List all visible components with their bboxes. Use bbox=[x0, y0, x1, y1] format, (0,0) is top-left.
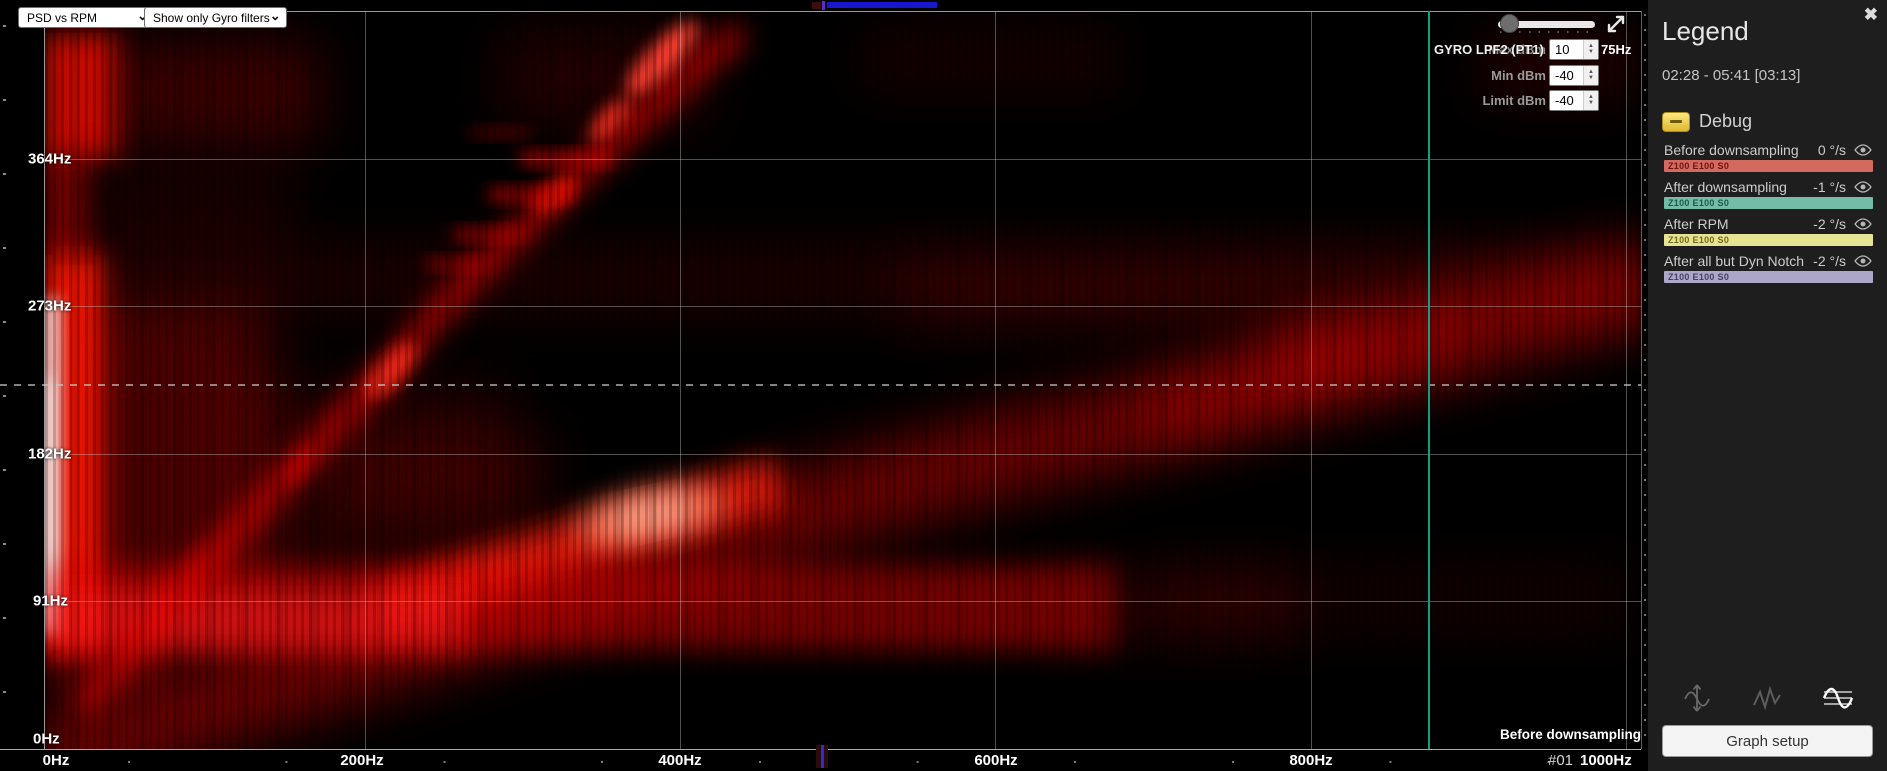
zoom-slider-track[interactable] bbox=[1498, 21, 1595, 28]
spinner-buttons[interactable]: ▲ ▼ bbox=[1583, 40, 1598, 59]
close-icon[interactable]: ✖ bbox=[1863, 5, 1878, 24]
top-seekbar-window[interactable] bbox=[827, 2, 937, 8]
debug-group-label: Debug bbox=[1699, 111, 1753, 131]
series-settings-bar[interactable]: Z100 E100 S0 bbox=[1664, 160, 1873, 172]
gyro-lpf2-label: GYRO LPF2 (PT1) bbox=[1434, 42, 1544, 57]
max-dbm-input[interactable]: 10 ▲ ▼ bbox=[1549, 39, 1599, 60]
y-tick-0hz: 0Hz bbox=[33, 730, 60, 748]
zoom-slider-ticks bbox=[1500, 31, 1592, 33]
legend-series-list: Before downsampling 0 °/s Z100 E100 S0 A… bbox=[1664, 142, 1873, 283]
eye-icon[interactable] bbox=[1853, 217, 1873, 231]
legend-series-item: After downsampling -1 °/s Z100 E100 S0 bbox=[1664, 179, 1873, 209]
x-axis-minor-ticks bbox=[128, 761, 1588, 763]
series-label[interactable]: After RPM bbox=[1664, 216, 1729, 232]
x-tick-800hz: 800Hz bbox=[1289, 752, 1333, 769]
series-label[interactable]: After downsampling bbox=[1664, 179, 1787, 195]
eye-icon[interactable] bbox=[1853, 254, 1873, 268]
spectrum-icon[interactable] bbox=[1821, 683, 1855, 713]
chevron-down-icon: ⌄ bbox=[269, 7, 281, 23]
gridline-91hz bbox=[44, 601, 1641, 602]
min-dbm-value: -40 bbox=[1555, 68, 1574, 83]
min-dbm-input[interactable]: -40 ▲ ▼ bbox=[1549, 65, 1599, 86]
filter-mode-value: Show only Gyro filters bbox=[153, 10, 270, 25]
spinner-buttons[interactable]: ▲ ▼ bbox=[1583, 66, 1598, 85]
gridline-273hz bbox=[44, 306, 1641, 307]
graph-setup-button[interactable]: Graph setup bbox=[1662, 725, 1873, 757]
psd-heatmap-canvas[interactable] bbox=[0, 0, 1648, 771]
series-settings: Z100 E100 S0 bbox=[1668, 235, 1730, 245]
legend-panel: ✖ Legend 02:28 - 05:41 [03:13] Debug Bef… bbox=[1648, 0, 1887, 771]
gridline-1000hz bbox=[1626, 11, 1627, 749]
log-time-range: 02:28 - 05:41 [03:13] bbox=[1662, 67, 1801, 84]
series-value: 0 °/s bbox=[1817, 142, 1846, 158]
collapse-icon[interactable] bbox=[1662, 111, 1690, 132]
max-dbm-label: Max dBm bbox=[1488, 42, 1546, 57]
x-tick-1000hz: 1000Hz bbox=[1580, 752, 1632, 769]
waveform-icon[interactable] bbox=[1751, 683, 1785, 713]
chevron-down-icon: ⌄ bbox=[137, 7, 148, 23]
top-seekbar-segment[interactable] bbox=[812, 2, 821, 9]
legend-title: Legend bbox=[1662, 16, 1749, 46]
frequency-cursor-dashed-line[interactable] bbox=[0, 384, 1641, 386]
top-seekbar-cursor[interactable] bbox=[822, 1, 825, 10]
current-series-label: Before downsampling bbox=[1499, 727, 1641, 742]
gridline-400hz bbox=[680, 11, 681, 749]
series-settings-bar[interactable]: Z100 E100 S0 bbox=[1664, 197, 1873, 209]
view-mode-value: PSD vs RPM bbox=[27, 10, 98, 25]
x-tick-200hz: 200Hz bbox=[340, 752, 384, 769]
gridline-600hz bbox=[995, 11, 996, 749]
series-settings-bar[interactable]: Z100 E100 S0 bbox=[1664, 271, 1873, 283]
legend-series-item: After RPM -2 °/s Z100 E100 S0 bbox=[1664, 216, 1873, 246]
max-dbm-value: 10 bbox=[1555, 42, 1570, 57]
x-tick-0hz: 0Hz bbox=[42, 752, 70, 769]
y-tick-91hz: 91Hz bbox=[33, 592, 69, 610]
filter-mode-select[interactable]: Show only Gyro filters ⌄ bbox=[144, 7, 287, 28]
legend-series-item: Before downsampling 0 °/s Z100 E100 S0 bbox=[1664, 142, 1873, 172]
min-dbm-label: Min dBm bbox=[1491, 68, 1546, 83]
y-tick-182hz: 182Hz bbox=[28, 445, 72, 463]
gridline-200hz bbox=[365, 11, 366, 749]
zoom-slider-thumb[interactable] bbox=[1500, 14, 1519, 33]
graph-tool-icons bbox=[1662, 683, 1873, 713]
series-label[interactable]: After all but Dyn Notch bbox=[1664, 253, 1805, 269]
graph-setup-label: Graph setup bbox=[1726, 732, 1809, 750]
series-settings: Z100 E100 S0 bbox=[1668, 161, 1730, 171]
series-value: -2 °/s bbox=[1813, 253, 1846, 269]
legend-series-item: After all but Dyn Notch -2 °/s Z100 E100… bbox=[1664, 253, 1873, 283]
spectrogram-chart-area[interactable]: 364Hz 273Hz 182Hz 91Hz 0Hz 0Hz 200Hz 400… bbox=[0, 0, 1648, 771]
limit-dbm-input[interactable]: -40 ▲ ▼ bbox=[1549, 90, 1599, 111]
right-minor-ticks bbox=[1644, 14, 1646, 749]
series-value: -2 °/s bbox=[1813, 216, 1846, 232]
view-mode-select[interactable]: PSD vs RPM ⌄ bbox=[18, 7, 155, 28]
series-value: -1 °/s bbox=[1813, 179, 1846, 195]
series-settings: Z100 E100 S0 bbox=[1668, 272, 1730, 282]
gridline-364hz bbox=[44, 159, 1641, 160]
y-tick-364hz: 364Hz bbox=[28, 150, 72, 168]
zoom-vertical-icon[interactable] bbox=[1680, 683, 1714, 713]
expand-graph-icon[interactable] bbox=[1604, 12, 1628, 36]
gridline-182hz bbox=[44, 454, 1641, 455]
y-axis-line bbox=[44, 11, 45, 749]
limit-dbm-label: Limit dBm bbox=[1482, 93, 1546, 108]
y-tick-273hz: 273Hz bbox=[28, 297, 72, 315]
gyro-lpf2-frequency: 75Hz bbox=[1601, 42, 1632, 57]
series-settings-bar[interactable]: Z100 E100 S0 bbox=[1664, 234, 1873, 246]
plot-border-right bbox=[1641, 11, 1642, 749]
debug-group-header[interactable]: Debug bbox=[1662, 111, 1873, 132]
gridline-800hz bbox=[1311, 11, 1312, 749]
eye-icon[interactable] bbox=[1853, 143, 1873, 157]
y-axis-minor-ticks bbox=[3, 25, 6, 749]
series-label[interactable]: Before downsampling bbox=[1664, 142, 1799, 158]
series-settings: Z100 E100 S0 bbox=[1668, 198, 1730, 208]
log-number: #01 bbox=[1548, 752, 1574, 769]
x-tick-600hz: 600Hz bbox=[974, 752, 1018, 769]
plot-border-top bbox=[44, 11, 1641, 12]
limit-dbm-value: -40 bbox=[1555, 93, 1574, 108]
eye-icon[interactable] bbox=[1853, 180, 1873, 194]
bottom-cursor-line bbox=[821, 745, 824, 768]
spinner-buttons[interactable]: ▲ ▼ bbox=[1583, 91, 1598, 110]
gyro-lpf2-cutoff-line bbox=[1428, 11, 1430, 749]
x-tick-400hz: 400Hz bbox=[658, 752, 702, 769]
